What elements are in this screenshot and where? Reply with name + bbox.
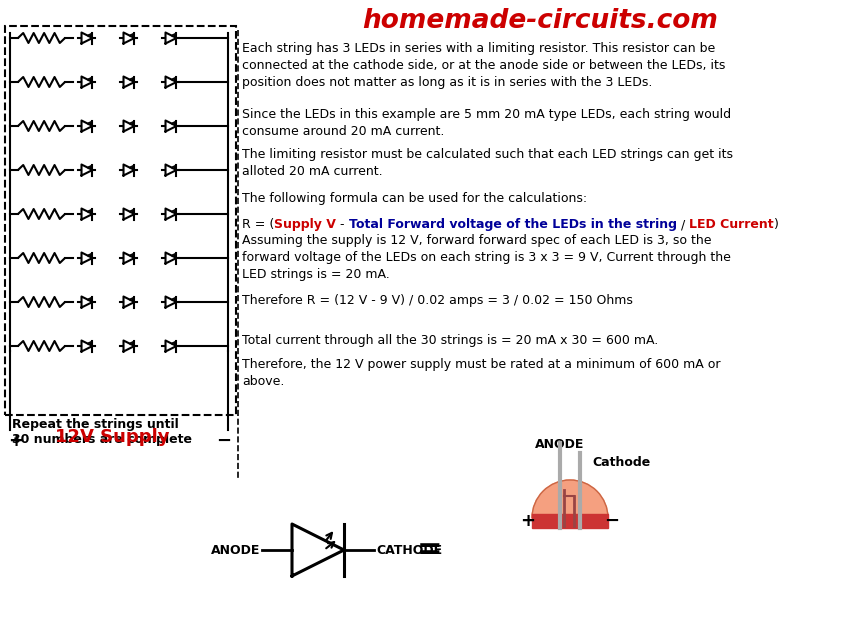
Text: =: = <box>417 535 443 565</box>
Text: Therefore, the 12 V power supply must be rated at a minimum of 600 mA or
above.: Therefore, the 12 V power supply must be… <box>242 358 720 388</box>
Text: -: - <box>336 218 348 231</box>
Text: ): ) <box>772 218 777 231</box>
Text: 12V Supply: 12V Supply <box>55 428 170 446</box>
Text: /: / <box>676 218 688 231</box>
Text: Since the LEDs in this example are 5 mm 20 mA type LEDs, each string would
consu: Since the LEDs in this example are 5 mm … <box>242 108 730 138</box>
Text: Cathode: Cathode <box>592 456 649 470</box>
Text: Therefore R = (12 V - 9 V) / 0.02 amps = 3 / 0.02 = 150 Ohms: Therefore R = (12 V - 9 V) / 0.02 amps =… <box>242 294 632 307</box>
Text: −: − <box>604 512 619 530</box>
Text: CATHODE: CATHODE <box>375 543 442 557</box>
Text: The limiting resistor must be calculated such that each LED strings can get its
: The limiting resistor must be calculated… <box>242 148 732 178</box>
Text: Each string has 3 LEDs in series with a limiting resistor. This resistor can be
: Each string has 3 LEDs in series with a … <box>242 42 725 89</box>
Text: Supply V: Supply V <box>274 218 336 231</box>
Wedge shape <box>531 480 607 518</box>
Text: Assuming the supply is 12 V, forward forward spec of each LED is 3, so the
forwa: Assuming the supply is 12 V, forward for… <box>242 234 730 281</box>
Text: homemade-circuits.com: homemade-circuits.com <box>362 8 717 34</box>
Bar <box>531 514 607 528</box>
Text: ANODE: ANODE <box>210 543 260 557</box>
Text: LED Current: LED Current <box>688 218 772 231</box>
Text: R = (: R = ( <box>242 218 274 231</box>
Bar <box>5 26 236 415</box>
Text: The following formula can be used for the calculations:: The following formula can be used for th… <box>242 192 586 205</box>
Text: Repeat the strings until
30 numbers are complete: Repeat the strings until 30 numbers are … <box>12 418 192 446</box>
Text: ANODE: ANODE <box>535 438 584 451</box>
Text: Total current through all the 30 strings is = 20 mA x 30 = 600 mA.: Total current through all the 30 strings… <box>242 334 658 347</box>
Text: Total Forward voltage of the LEDs in the string: Total Forward voltage of the LEDs in the… <box>348 218 676 231</box>
Text: +: + <box>520 512 535 530</box>
Text: +: + <box>8 432 23 450</box>
Text: −: − <box>216 432 231 450</box>
